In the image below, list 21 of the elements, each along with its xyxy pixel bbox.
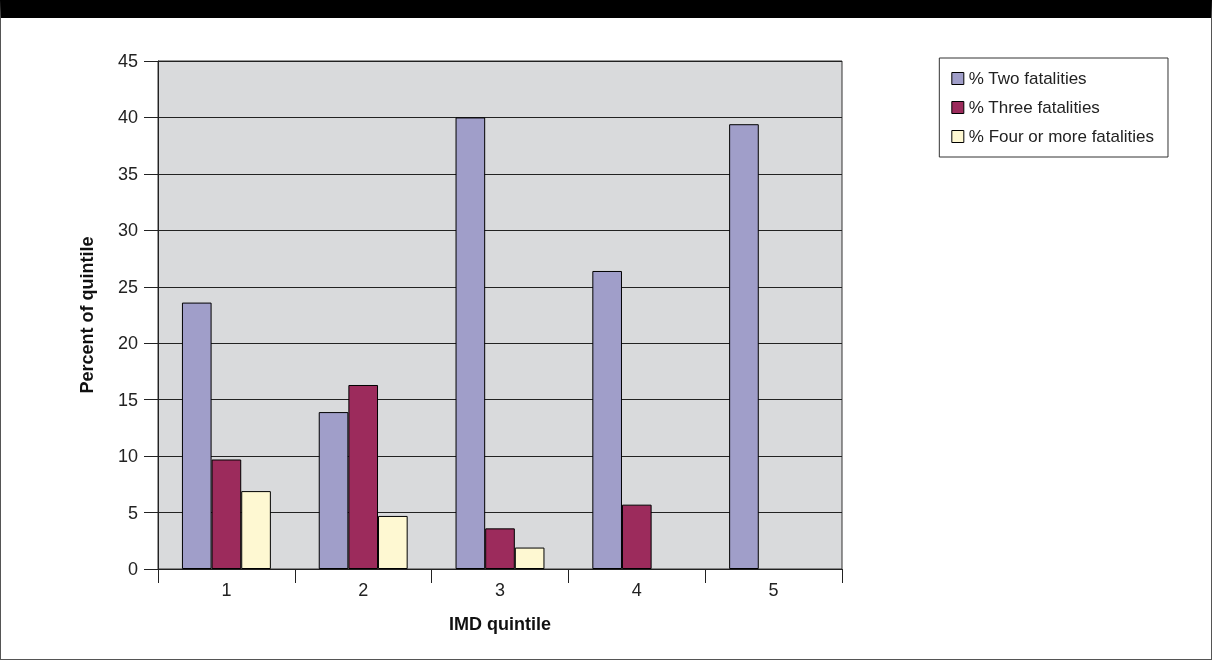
bar [729,124,759,569]
y-tick-label: 35 [117,163,138,184]
x-tick-label: 5 [768,580,779,600]
y-tick-label: 20 [117,333,138,354]
x-tick-label: 3 [494,580,506,600]
y-tick-label: 0 [127,559,138,579]
y-tick-label: 40 [117,107,138,128]
y-tick-label: 10 [117,446,138,467]
x-tick-label: 2 [358,580,369,600]
legend-label: % Four or more fatalities [968,127,1155,146]
y-tick-label: 15 [117,389,138,410]
y-tick-label: 30 [117,220,138,241]
x-tick-label: 1 [221,580,232,600]
y-axis-title: Percent of quintile [77,236,97,394]
x-axis-title: IMD quintile [449,614,551,634]
legend-label: % Three fatalities [968,98,1100,117]
legend-label: % Two fatalities [968,69,1087,88]
y-tick-label: 5 [127,502,138,523]
y-tick-label: 25 [117,276,138,297]
x-tick-label: 4 [631,580,642,600]
y-tick-label: 45 [117,51,138,71]
